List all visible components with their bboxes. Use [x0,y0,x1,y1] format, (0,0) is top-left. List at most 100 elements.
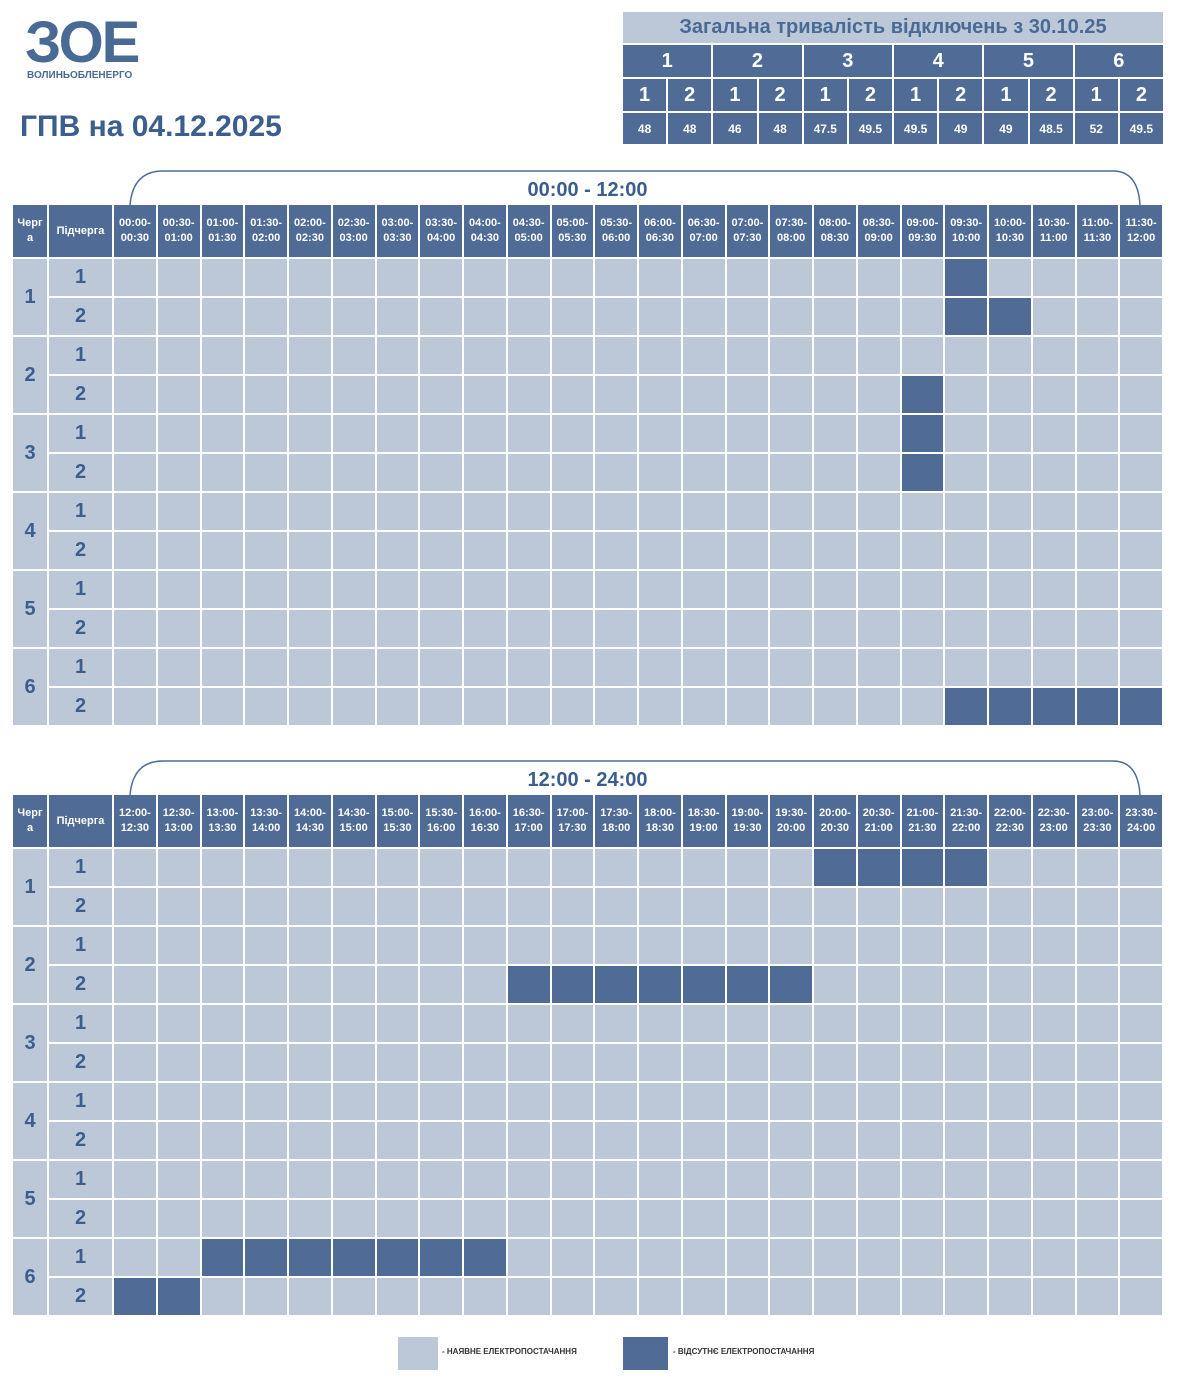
slot-cell [726,688,769,725]
slot-cell [1120,415,1162,452]
slot-cell [201,1122,244,1159]
slot-cell [245,298,287,335]
slot-cell [332,298,375,335]
slot-cell [245,259,287,296]
slot-cell [201,688,244,725]
slot-cell [114,688,156,725]
slot-cell [1120,1239,1162,1276]
slot-cell [114,571,156,608]
slot-cell [157,1200,200,1237]
slot-cell [332,1200,375,1237]
slot-cell [507,415,550,452]
slot-cell [464,376,506,413]
slot-cell [420,1161,462,1198]
slot-cell [157,337,200,374]
slot-cell [901,1122,944,1159]
slot-cell [814,1200,856,1237]
slot-cell [245,688,287,725]
slot-cell [901,1278,944,1315]
slot-header: 00:00-00:30 [114,205,156,257]
slot-cell [420,532,462,569]
slot-cell [464,688,506,725]
slot-cell [682,1278,725,1315]
slot-cell [376,337,419,374]
slot-cell [507,259,550,296]
slot-cell [901,966,944,1003]
slot-cell [639,1161,681,1198]
slot-cell [682,454,725,491]
subqueue-label: 2 [49,376,112,413]
slot-cell [639,888,681,925]
slot-cell [289,571,331,608]
slot-header: 05:30-06:00 [595,205,637,257]
subqueue-label: 2 [49,1200,112,1237]
slot-cell [814,337,856,374]
slot-cell [201,1161,244,1198]
slot-cell [1032,688,1075,725]
slot-cell [289,849,331,886]
slot-cell [814,376,856,413]
slot-cell [507,571,550,608]
slot-cell [289,337,331,374]
slot-cell [945,1278,987,1315]
subqueue-label: 2 [49,1122,112,1159]
slot-cell [595,493,637,530]
slot-cell [945,688,987,725]
queue-header: 4 [894,45,983,77]
slot-cell [857,688,900,725]
slot-cell [332,927,375,964]
period-bracket [129,170,1141,206]
slot-cell [201,493,244,530]
slot-cell [595,415,637,452]
slot-cell [857,888,900,925]
slot-cell [1120,649,1162,686]
slot-cell [376,493,419,530]
slot-cell [289,1044,331,1081]
slot-cell [726,849,769,886]
slot-cell [376,415,419,452]
slot-cell [1076,849,1119,886]
slot-cell [901,888,944,925]
subqueue-label: 1 [49,571,112,608]
slot-header: 11:30-12:00 [1120,205,1162,257]
slot-cell [1076,1005,1119,1042]
slot-cell [332,1161,375,1198]
queue-header: 2 [713,45,802,77]
slot-cell [595,1239,637,1276]
slot-header: 08:30-09:00 [857,205,900,257]
slot-cell [245,1122,287,1159]
slot-cell [1032,415,1075,452]
slot-cell [857,415,900,452]
slot-cell [1120,376,1162,413]
slot-cell [726,1161,769,1198]
slot-cell [1120,532,1162,569]
slot-cell [376,688,419,725]
slot-cell [114,454,156,491]
slot-cell [507,1083,550,1120]
slot-cell [420,1005,462,1042]
slot-cell [245,927,287,964]
slot-cell [639,493,681,530]
slot-cell [857,259,900,296]
slot-cell [464,888,506,925]
slot-cell [420,493,462,530]
slot-cell [989,1278,1031,1315]
slot-cell [1076,454,1119,491]
slot-cell [901,927,944,964]
slot-cell [639,571,681,608]
slot-cell [945,1239,987,1276]
slot-cell [1032,337,1075,374]
slot-cell [901,610,944,647]
slot-cell [376,376,419,413]
legend-label: - ВІДСУТНЄ ЕЛЕКТРОПОСТАЧАННЯ [673,1347,815,1356]
slot-cell [245,454,287,491]
slot-cell [989,1005,1031,1042]
slot-cell [726,610,769,647]
slot-cell [682,927,725,964]
slot-cell [114,298,156,335]
slot-cell [551,493,594,530]
slot-cell [770,1239,812,1276]
slot-cell [1076,927,1119,964]
slot-header: 02:00-02:30 [289,205,331,257]
slot-cell [201,1239,244,1276]
